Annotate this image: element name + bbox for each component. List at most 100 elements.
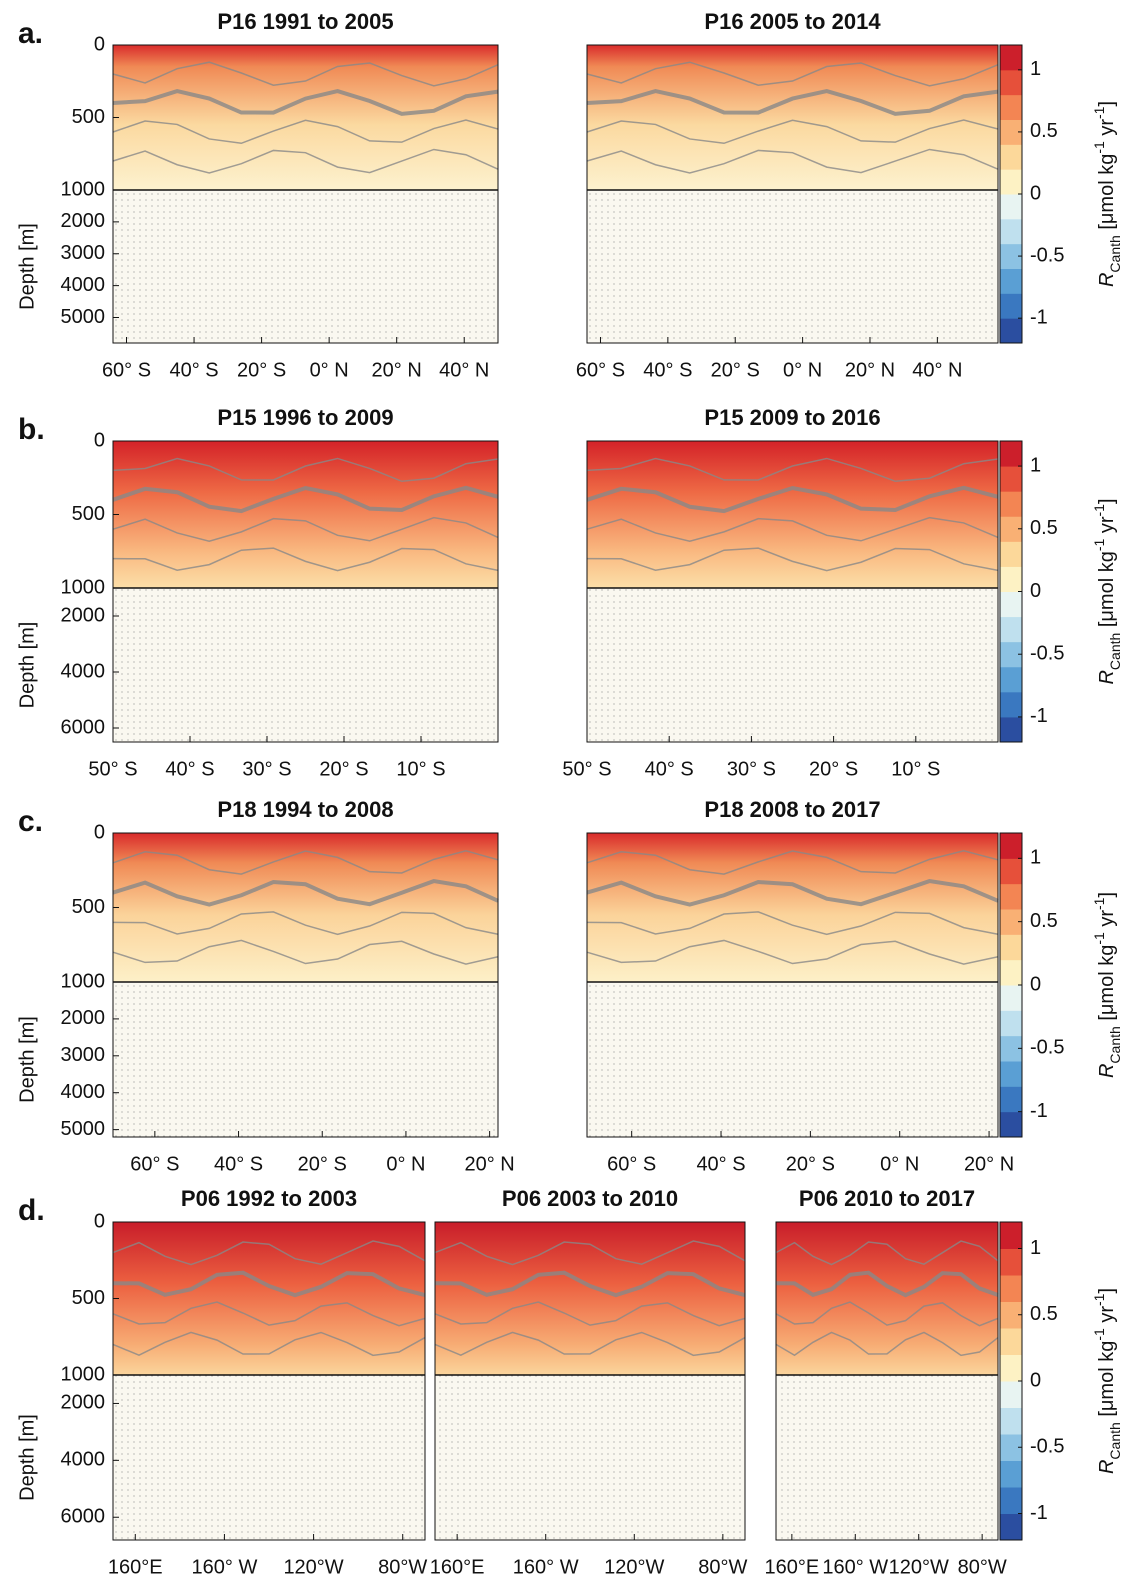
lower-field [587,190,998,343]
x-tick-label: 160°E [108,1556,163,1578]
colorbar-label-part: -1 [1091,539,1107,552]
contour-line [112,88,499,116]
contour-line [586,61,999,87]
colorbar-label-part: -1 [1091,141,1107,154]
x-tick-label: 20° S [237,359,286,381]
colorbar-label-part: yr [1096,1306,1118,1329]
colorbar-label-part: ] [1096,892,1118,898]
y-tick-label: 4000 [61,660,106,682]
lower-field [587,588,998,742]
panel-title: P18 1994 to 2008 [217,797,393,822]
y-tick-label: 500 [72,1287,105,1309]
contour-line [586,516,999,542]
color-band [1000,491,1022,517]
panel-label: a. [18,17,43,50]
color-band [1000,94,1022,120]
y-tick-label: 500 [72,896,105,918]
color-band [1000,1328,1022,1355]
x-tick-label: 20° N [964,1153,1014,1175]
color-band [1000,1248,1022,1276]
upper-field [435,1222,745,1375]
colorbar-tick-label: 1 [1030,1237,1041,1259]
panel-title: P16 1991 to 2005 [217,9,393,34]
colorbar-tick-label: -0.5 [1030,1436,1064,1458]
colorbar-label: RCanth [μmol kg-1 yr-1] [1091,498,1123,684]
color-band [1000,69,1022,96]
colorbar-tick-label: -1 [1030,1100,1048,1122]
color-band [1000,516,1022,542]
plot-frame [586,44,999,344]
color-band [1000,441,1022,467]
colorbar-tick-label: -0.5 [1030,642,1064,664]
color-band [1000,616,1022,643]
colorbar-label-part: [μmol kg [1096,945,1118,1027]
y-tick-label: 5000 [61,306,106,328]
x-tick-label: 0° N [880,1153,919,1175]
contour-line [112,516,499,542]
x-tick-label: 20° S [298,1153,347,1175]
contour-line [112,119,499,145]
x-tick-label: 30° S [727,758,776,780]
contour-line [586,119,999,145]
upper-field [587,833,998,982]
colorbar-label-part: [μmol kg [1096,154,1118,236]
color-band [1000,318,1022,344]
colorbar-label-part: -1 [1091,106,1107,119]
x-tick-label: 20° N [845,359,895,381]
color-band [1000,541,1022,567]
color-band [1000,45,1022,71]
y-tick-label: 4000 [61,1449,106,1471]
colorbar-tick-label: 0 [1030,1369,1041,1391]
contour-line [586,911,999,936]
y-tick-label: 2000 [61,604,106,626]
x-tick-label: 60° S [576,359,625,381]
colorbar-tick-label: -0.5 [1030,244,1064,266]
x-tick-label: 20° N [372,359,422,381]
colorbar-label-part: Canth [1107,1422,1123,1459]
lower-field [113,982,498,1137]
colorbar-tick-label: 0.5 [1030,120,1058,142]
contour-line [775,1301,999,1327]
upper-field [587,441,998,588]
colorbar-label-part: R [1096,670,1118,684]
colorbar-tick-label: -1 [1030,1502,1048,1524]
y-tick-label: 4000 [61,1081,106,1103]
colorbar-label-part: ] [1096,101,1118,107]
color-band [1000,1010,1022,1037]
color-band [1000,1487,1022,1514]
colorbar-tick-label: 1 [1030,847,1041,869]
contour-line [112,879,499,907]
colorbar-label-part: Canth [1107,1026,1123,1063]
plot-frame [112,440,499,743]
y-axis-label: Depth [m] [16,1016,38,1103]
y-tick-label: 5000 [61,1118,106,1140]
color-band [1000,1301,1022,1329]
colorbar-label-part: -1 [1091,1293,1107,1306]
color-band [1000,243,1022,269]
lower-field [113,190,498,343]
color-band [1000,218,1022,245]
x-tick-label: 30° S [242,758,291,780]
x-tick-label: 160° W [822,1556,888,1578]
colorbar-tick-label: 1 [1030,454,1041,476]
colorbar-label-part: -1 [1091,932,1107,945]
colorbar-label-part: ] [1096,1288,1118,1294]
panel-title: P06 2010 to 2017 [799,1186,975,1211]
colorbar-label-part: ] [1096,498,1118,504]
colorbar-tick-label: -1 [1030,705,1048,727]
x-tick-label: 20° N [465,1153,515,1175]
x-tick-label: 20° S [786,1153,835,1175]
color-band [1000,1111,1022,1138]
lower-field [113,588,498,742]
colorbar-label: RCanth [μmol kg-1 yr-1] [1091,101,1123,287]
color-band [1000,466,1022,492]
x-tick-label: 10° S [891,758,940,780]
y-tick-label: 3000 [61,1044,106,1066]
color-band [1000,691,1022,718]
lower-field [435,1375,745,1540]
colorbar-label-part: yr [1096,910,1118,933]
x-tick-label: 20° S [809,758,858,780]
color-band [1000,934,1022,961]
x-tick-label: 120°W [283,1556,343,1578]
